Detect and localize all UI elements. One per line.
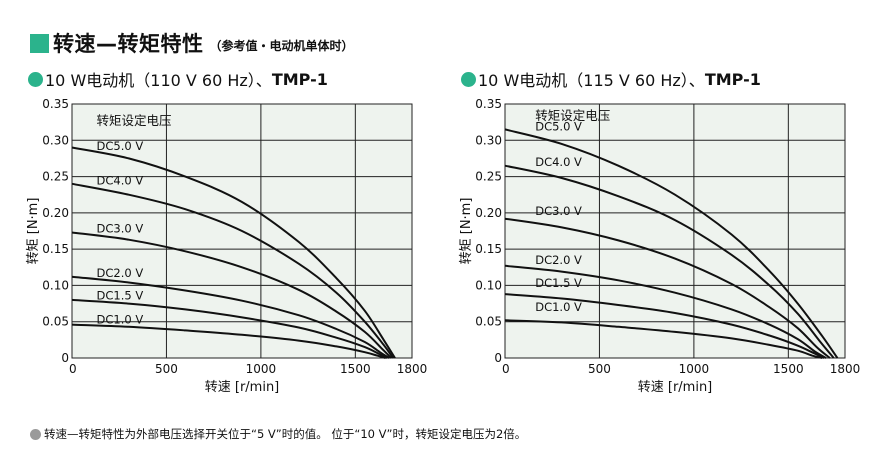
- chart-1-title-prefix: 10 W电动机（110 V 60 Hz）、: [45, 71, 272, 90]
- series-line: [71, 231, 392, 359]
- series-label: DC1.5 V: [97, 288, 144, 302]
- series-line: [71, 323, 386, 359]
- x-tick-label: 1500: [773, 362, 804, 376]
- y-tick-label: 0.10: [42, 278, 69, 292]
- series-line: [71, 182, 394, 359]
- x-tick-label: 500: [155, 362, 178, 376]
- series-label: DC3.0 V: [535, 204, 582, 218]
- series-line: [71, 275, 390, 359]
- x-tick-label: 1800: [397, 362, 428, 376]
- series-label: DC2.0 V: [97, 266, 144, 280]
- y-axis-label: 转矩 [N·m]: [26, 198, 41, 265]
- x-tick-label: 1500: [340, 362, 371, 376]
- chart-1-title-model: TMP-1: [271, 69, 328, 89]
- series-line: [504, 293, 825, 359]
- series-line: [504, 264, 827, 359]
- x-axis-label: 转速 [r/min]: [638, 380, 713, 395]
- page-title: 转速—转矩特性: [53, 32, 204, 56]
- series-line: [504, 319, 823, 359]
- y-tick-label: 0.35: [475, 97, 502, 111]
- y-tick-label: 0.05: [42, 315, 69, 329]
- chart-2-title: 10 W电动机（115 V 60 Hz）、 TMP-1: [461, 69, 761, 90]
- y-tick-label: 0.30: [42, 133, 69, 147]
- y-tick-label: 0.25: [475, 170, 502, 184]
- series-label: DC1.5 V: [535, 276, 582, 290]
- green-dot-icon: [461, 71, 476, 87]
- y-tick-label: 0.05: [475, 315, 502, 329]
- green-dot-icon: [28, 71, 43, 87]
- green-square-icon: [30, 33, 49, 53]
- y-tick-label: 0.15: [42, 242, 69, 256]
- x-tick-label: 1000: [679, 362, 710, 376]
- y-tick-label: 0.10: [475, 278, 502, 292]
- y-tick-label: 0: [61, 351, 69, 365]
- x-tick-label: 0: [502, 362, 510, 376]
- y-tick-label: 0.15: [475, 242, 502, 256]
- series-label: DC5.0 V: [97, 139, 144, 153]
- x-tick-label: 1000: [246, 362, 277, 376]
- chart-1-title: 10 W电动机（110 V 60 Hz）、 TMP-1: [28, 69, 328, 90]
- series-label: DC3.0 V: [97, 222, 144, 236]
- series-line: [504, 128, 839, 359]
- footnote-text: 转速—转矩特性为外部电压选择开关位于“5 V”时的值。 位于“10 V”时，转矩…: [44, 427, 527, 441]
- annotation-label: 转矩设定电压: [97, 113, 172, 128]
- series-label: DC4.0 V: [97, 174, 144, 188]
- page-header: 转速—转矩特性 （参考值・电动机单体时）: [30, 30, 354, 56]
- series-line: [71, 298, 388, 359]
- page-subtitle: （参考值・电动机单体时）: [209, 38, 354, 53]
- series-line: [504, 217, 831, 359]
- y-tick-label: 0.35: [42, 97, 69, 111]
- chart-2-title-prefix: 10 W电动机（115 V 60 Hz）、: [478, 71, 705, 90]
- x-tick-label: 0: [69, 362, 77, 376]
- chart-2-title-model: TMP-1: [704, 69, 761, 89]
- chart-1: 0 0.05 0.10 0.15 0.20 0.25 0.30 0.35 0 500 1000 150…: [15, 95, 427, 395]
- y-tick-label: 0.30: [475, 133, 502, 147]
- y-axis-label: 转矩 [N·m]: [459, 198, 474, 265]
- y-tick-label: 0.25: [42, 170, 69, 184]
- y-tick-label: 0.20: [42, 206, 69, 220]
- y-tick-label: 0: [494, 351, 502, 365]
- annotation-label: 转矩设定电压: [535, 108, 610, 123]
- series-label: DC2.0 V: [535, 253, 582, 267]
- gray-dot-icon: [30, 428, 41, 440]
- series-line: [504, 164, 835, 359]
- chart-svg: 0 0.05 0.10 0.15 0.20 0.25 0.30 0.35 0 500 1000 150…: [459, 97, 860, 395]
- series-label: DC5.0 V: [535, 119, 582, 133]
- x-tick-label: 500: [588, 362, 611, 376]
- chart-svg: 0 0.05 0.10 0.15 0.20 0.25 0.30 0.35 0 500 1000 150…: [26, 97, 427, 395]
- series-label: DC1.0 V: [97, 312, 144, 326]
- series-label: DC4.0 V: [535, 155, 582, 169]
- series-label: DC1.0 V: [535, 300, 582, 314]
- x-axis-label: 转速 [r/min]: [205, 380, 280, 395]
- x-tick-label: 1800: [830, 362, 861, 376]
- series-line: [71, 146, 396, 359]
- y-tick-label: 0.20: [475, 206, 502, 220]
- chart-2: 0 0.05 0.10 0.15 0.20 0.25 0.30 0.35 0 500 1000 150…: [448, 95, 860, 395]
- footnote: 转速—转矩特性为外部电压选择开关位于“5 V”时的值。 位于“10 V”时，转矩…: [30, 426, 526, 442]
